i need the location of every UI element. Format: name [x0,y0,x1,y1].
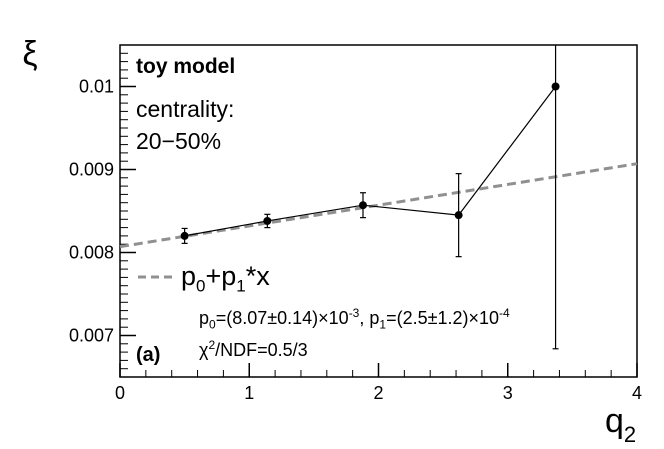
y-tick-label: 0.009 [69,160,114,180]
data-point [358,201,367,210]
x-tick-label: 3 [503,383,513,403]
axes: 0 1 2 3 4 0.007 0.008 0.009 0.01 [69,52,642,403]
data-point [180,231,189,240]
x-tick-label: 2 [373,383,383,403]
x-tick-label: 0 [115,383,125,403]
chi2-ndf: χ2/NDF=0.5/3 [199,338,308,360]
centrality-value: 20−50% [136,128,222,154]
y-tick-label: 0.007 [69,326,114,346]
data-series-group [180,45,560,350]
y-tick-label: 0.01 [79,77,114,97]
x-tick-label: 4 [632,383,642,403]
panel-label: (a) [136,344,161,366]
fit-line-group [119,162,638,249]
fit-line [119,162,638,249]
y-tick-label: 0.008 [69,243,114,263]
fit-parameters: p0=(8.07±0.14)×10-3, p1=(2.5±1.2)×10-4 [199,306,510,332]
x-tick-label: 1 [244,383,254,403]
data-line [184,86,557,237]
centrality-label: centrality: [136,96,235,122]
x-axis-label: q2 [605,402,636,447]
model-label: toy model [136,55,236,78]
legend-entry: p0+p1*x [181,261,270,296]
legend-swatch [138,275,176,279]
data-point [454,211,463,220]
y-axis-label: ξ [22,35,37,73]
data-point [263,216,272,225]
data-point [551,82,560,91]
